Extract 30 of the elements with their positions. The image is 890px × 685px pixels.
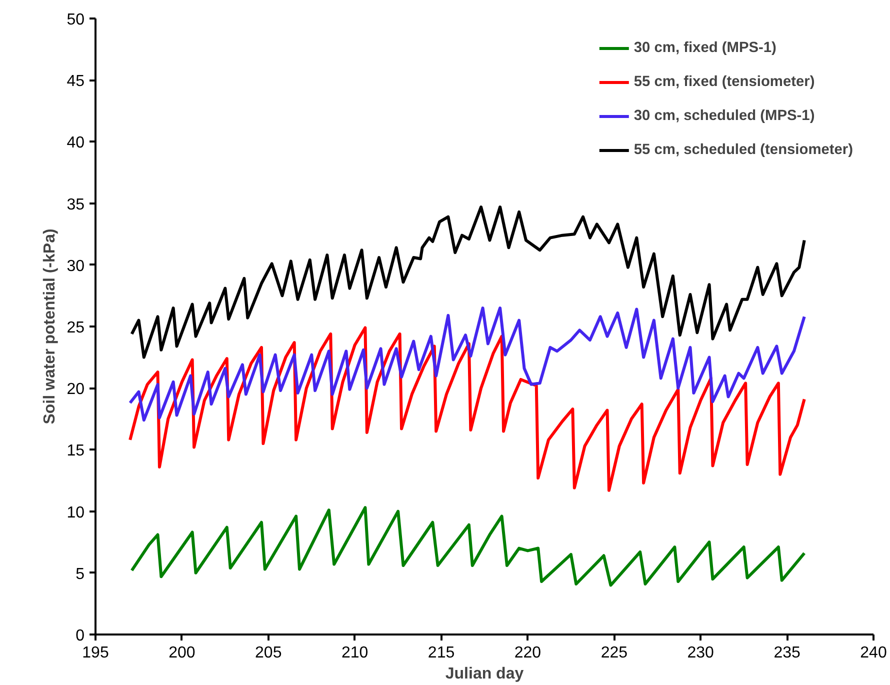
legend-label: 30 cm, scheduled (MPS-1) xyxy=(634,108,815,124)
x-tick-label: 225 xyxy=(600,644,628,662)
y-tick-label: 40 xyxy=(66,134,85,152)
y-tick-label: 0 xyxy=(76,628,85,644)
y-tick-label: 45 xyxy=(66,73,85,90)
y-tick-label: 15 xyxy=(66,442,85,460)
x-tick-label: 195 xyxy=(82,644,109,662)
y-tick-label: 35 xyxy=(66,196,85,214)
y-tick-label: 20 xyxy=(66,381,85,398)
x-tick-label: 200 xyxy=(168,644,196,662)
y-tick-label: 50 xyxy=(66,12,85,28)
legend-label: 55 cm, scheduled (tensiometer) xyxy=(634,142,853,158)
y-tick-label: 25 xyxy=(66,320,85,336)
line-series xyxy=(130,506,806,587)
x-axis-title: Julian day xyxy=(445,666,524,682)
x-tick-label: 205 xyxy=(255,644,282,662)
x-tick-label: 240 xyxy=(860,644,887,662)
x-tick-label: 210 xyxy=(341,644,368,662)
y-axis-title: Soil water potential (-kPa) xyxy=(42,228,59,424)
line-series xyxy=(130,205,806,359)
line-series xyxy=(128,306,806,422)
y-tick-label: 30 xyxy=(66,258,85,275)
legend-label: 55 cm, fixed (tensiometer) xyxy=(634,74,815,90)
x-tick-label: 235 xyxy=(774,644,801,662)
y-tick-label: 10 xyxy=(66,504,85,522)
x-tick-label: 215 xyxy=(428,644,455,662)
x-tick-label: 230 xyxy=(687,644,714,662)
x-tick-label: 220 xyxy=(514,644,542,662)
legend-label: 30 cm, fixed (MPS-1) xyxy=(634,40,776,56)
y-tick-label: 5 xyxy=(76,566,85,583)
